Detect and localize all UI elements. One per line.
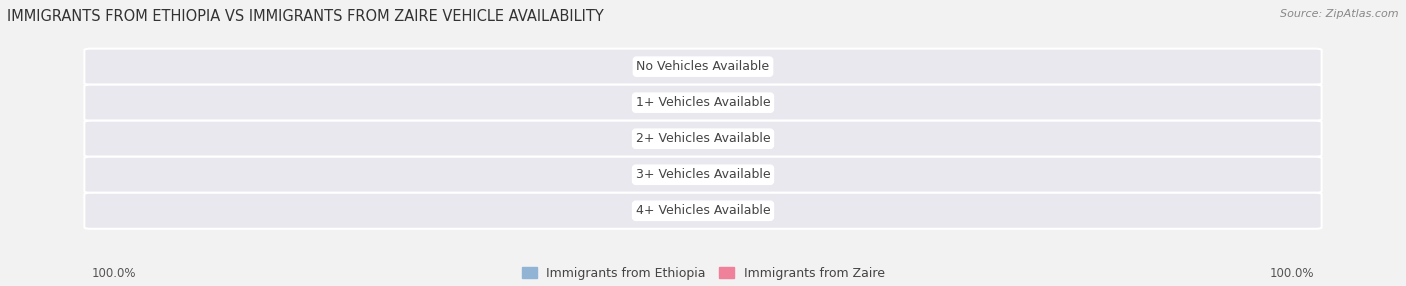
Text: Source: ZipAtlas.com: Source: ZipAtlas.com [1281,9,1399,19]
Text: No Vehicles Available: No Vehicles Available [637,60,769,73]
Bar [815,128,1069,150]
Text: 5.1%: 5.1% [851,204,883,217]
Text: 51.5%: 51.5% [1015,132,1059,145]
Text: 53.0%: 53.0% [297,132,340,145]
Text: 100.0%: 100.0% [91,267,136,280]
Text: 88.8%: 88.8% [1199,96,1243,109]
Text: 100.0%: 100.0% [1270,267,1315,280]
Bar [562,200,591,222]
Bar [815,164,897,186]
Bar [329,128,591,150]
Text: 3+ Vehicles Available: 3+ Vehicles Available [636,168,770,181]
Text: 1+ Vehicles Available: 1+ Vehicles Available [636,96,770,109]
Legend: Immigrants from Ethiopia, Immigrants from Zaire: Immigrants from Ethiopia, Immigrants fro… [522,267,884,280]
Bar [502,164,591,186]
Text: IMMIGRANTS FROM ETHIOPIA VS IMMIGRANTS FROM ZAIRE VEHICLE AVAILABILITY: IMMIGRANTS FROM ETHIOPIA VS IMMIGRANTS F… [7,9,603,23]
Text: 2+ Vehicles Available: 2+ Vehicles Available [636,132,770,145]
Text: 5.7%: 5.7% [553,204,585,217]
Text: 4+ Vehicles Available: 4+ Vehicles Available [636,204,770,217]
Bar [815,200,841,222]
Text: 11.2%: 11.2% [880,60,920,73]
Text: 16.7%: 16.7% [907,168,948,181]
Text: 10.4%: 10.4% [530,60,569,73]
Bar [815,55,870,78]
Bar [815,92,1253,114]
Text: 17.9%: 17.9% [492,168,533,181]
Bar [540,55,591,78]
Text: 89.6%: 89.6% [117,96,159,109]
Bar [149,92,591,114]
